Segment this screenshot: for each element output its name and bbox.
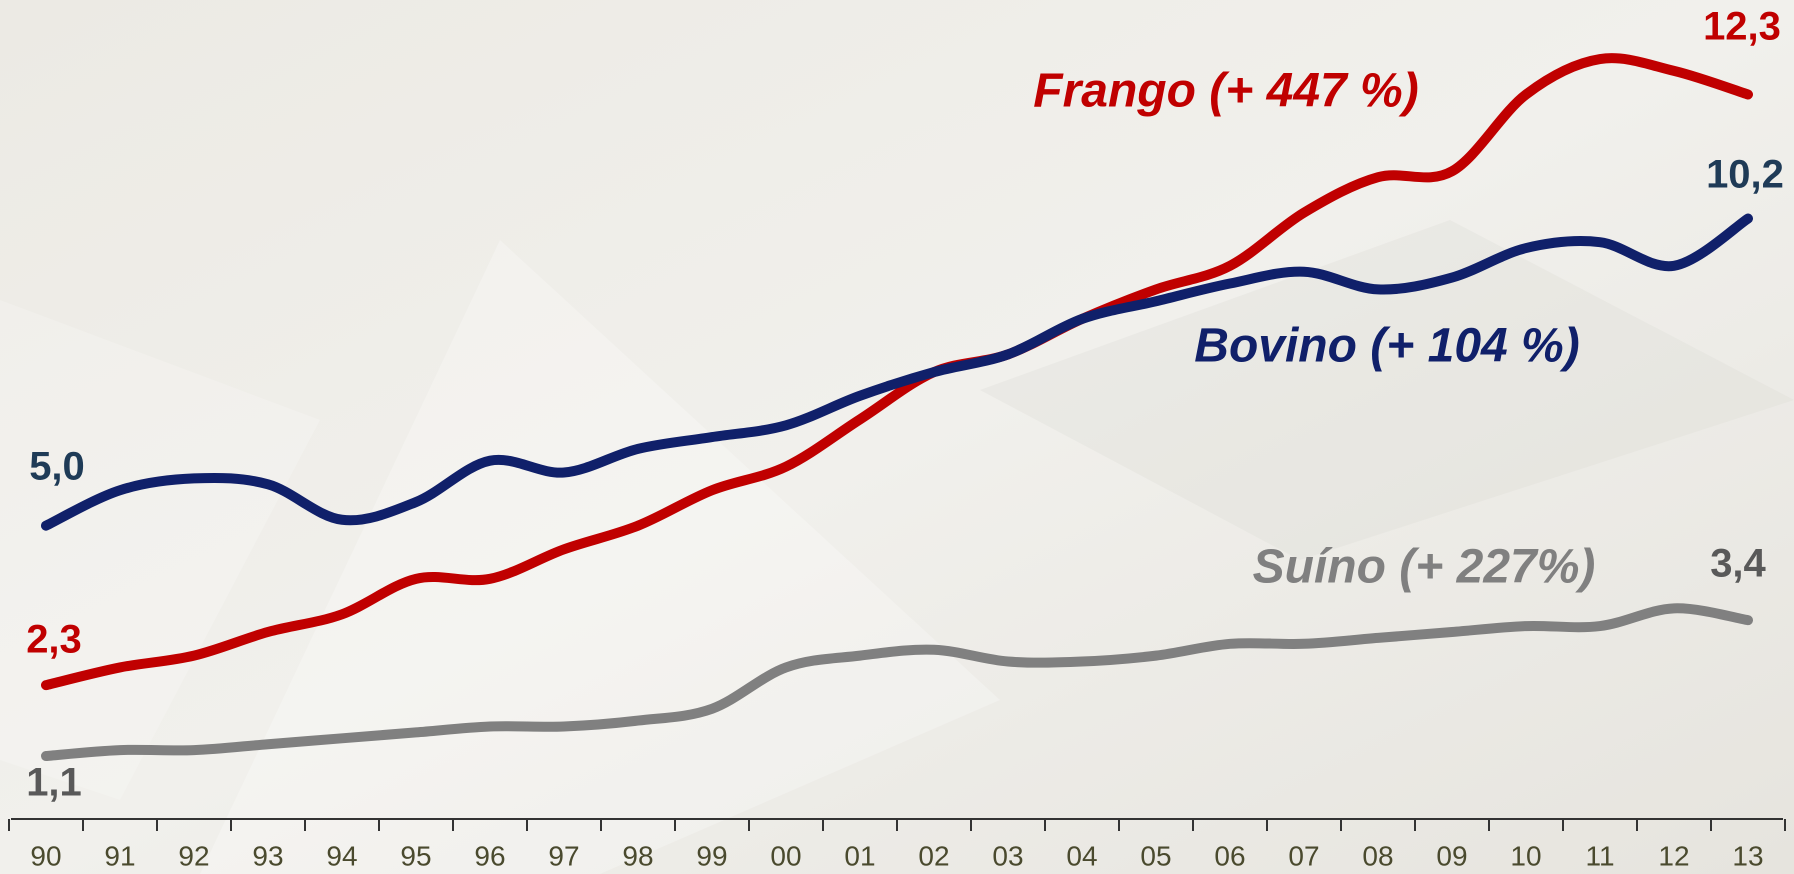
x-tick-label: 01 [844, 840, 875, 871]
x-tick-label: 00 [770, 840, 801, 871]
x-tick-label: 97 [548, 840, 579, 871]
background-shape [200, 240, 1000, 874]
line [41, 213, 1753, 531]
x-tick-label: 93 [252, 840, 283, 871]
data-label: 12,3 [1703, 5, 1781, 49]
x-tick-label: 12 [1658, 840, 1689, 871]
x-tick-label: 96 [474, 840, 505, 871]
labels: Frango (+ 447 %) 2,3 12,3 Bovino (+ 104 %) 5… [26, 5, 1784, 805]
series-label: Frango (+ 447 %) [1033, 65, 1418, 118]
x-tick-label: 11 [1585, 840, 1614, 871]
data-label: 1,1 [26, 761, 82, 805]
x-tick-label: 95 [400, 840, 431, 871]
data-label: 10,2 [1706, 153, 1784, 197]
x-tick-label: 03 [992, 840, 1023, 871]
x-tick-label: 06 [1214, 840, 1245, 871]
data-label: 3,4 [1710, 542, 1766, 586]
x-tick-label: 05 [1140, 840, 1171, 871]
x-tick-label: 92 [178, 840, 209, 871]
x-tick-label: 10 [1510, 840, 1541, 871]
line [41, 603, 1753, 762]
x-tick-label: 94 [326, 840, 357, 871]
data-label: 2,3 [26, 618, 82, 662]
x-tick-label: 90 [30, 840, 61, 871]
x-tick-label: 91 [104, 840, 135, 871]
x-tick-label: 98 [622, 840, 653, 871]
x-tick-label: 08 [1362, 840, 1393, 871]
background-shape [980, 220, 1794, 560]
x-tick-label: 04 [1066, 840, 1097, 871]
plot [41, 53, 1753, 762]
data-label: 5,0 [29, 445, 85, 489]
x-tick-label: 13 [1732, 840, 1763, 871]
x-tick-label: 02 [918, 840, 949, 871]
line [41, 53, 1753, 691]
series-label: Bovino (+ 104 %) [1194, 320, 1579, 373]
x-tick-label: 09 [1436, 840, 1467, 871]
x-tick-label: 07 [1288, 840, 1319, 871]
x-tick-label: 99 [696, 840, 727, 871]
series-label: Suíno (+ 227%) [1253, 541, 1596, 594]
